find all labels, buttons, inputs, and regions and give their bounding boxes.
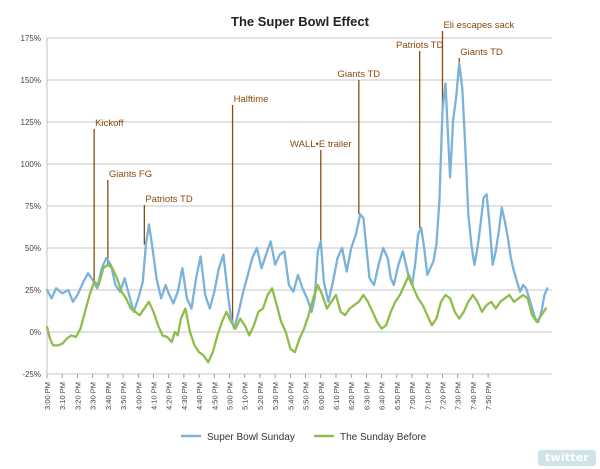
x-tick-label: 6:30 PM <box>362 382 371 410</box>
x-tick-label: 7:20 PM <box>438 382 447 410</box>
twitter-logo: twitter <box>538 450 596 466</box>
x-tick-label: 4:00 PM <box>134 382 143 410</box>
x-tick-label: 5:00 PM <box>226 382 235 410</box>
x-tick-label: 4:40 PM <box>195 382 204 410</box>
y-tick-label: 175% <box>21 34 41 43</box>
y-tick-label: 25% <box>25 286 41 295</box>
x-tick-label: 7:30 PM <box>454 382 463 410</box>
y-tick-label: 75% <box>25 202 41 211</box>
y-tick-label: 150% <box>21 76 41 85</box>
legend: Super Bowl Sunday The Sunday Before <box>181 432 427 443</box>
x-tick-label: 6:40 PM <box>378 382 387 410</box>
annotation-label: Patriots TD <box>396 40 443 51</box>
y-tick-label: 125% <box>21 118 41 127</box>
y-tick-label: 0% <box>29 328 41 337</box>
x-tick-label: 7:40 PM <box>469 382 478 410</box>
x-tick-label: 4:20 PM <box>165 382 174 410</box>
x-tick-label: 4:30 PM <box>180 382 189 410</box>
x-tick-label: 5:40 PM <box>286 382 295 410</box>
x-tick-label: 7:50 PM <box>484 382 493 410</box>
x-axis-ticks: 3:00 PM 3:10 PM 3:20 PM 3:30 PM 3:40 PM 3:50 … <box>43 374 493 410</box>
x-tick-label: 3:10 PM <box>58 382 67 410</box>
annotation-label: Giants FG <box>109 169 152 180</box>
series-lines <box>45 62 549 364</box>
y-tick-label: 50% <box>25 244 41 253</box>
x-tick-label: 6:00 PM <box>317 382 326 410</box>
x-tick-label: 4:10 PM <box>149 382 158 410</box>
annotation-label: Giants TD <box>338 69 381 80</box>
x-tick-label: 3:50 PM <box>119 382 128 410</box>
x-tick-label: 7:00 PM <box>408 382 417 410</box>
x-tick-label: 3:30 PM <box>89 382 98 410</box>
x-tick-label: 3:20 PM <box>73 382 82 410</box>
grid-lines <box>46 37 552 375</box>
series-line <box>45 263 548 364</box>
y-tick-label: -25% <box>22 370 41 379</box>
x-tick-label: 6:20 PM <box>347 382 356 410</box>
x-tick-label: 7:10 PM <box>423 382 432 410</box>
chart-title: The Super Bowl Effect <box>231 14 370 29</box>
x-tick-label: 5:20 PM <box>256 382 265 410</box>
x-tick-label: 3:00 PM <box>43 382 52 410</box>
x-tick-label: 5:50 PM <box>302 382 311 410</box>
annotation-labels: Kickoff Giants FG Patriots TD Halftime WALL•… <box>95 20 514 205</box>
x-tick-label: 5:10 PM <box>241 382 250 410</box>
annotation-label: Eli escapes sack <box>443 20 514 31</box>
series-line <box>45 62 549 330</box>
x-tick-label: 6:10 PM <box>332 382 341 410</box>
y-tick-label: 100% <box>21 160 41 169</box>
y-axis-ticks: -25% 0% 25% 50% 75% 100% 125% 150% 175% <box>21 34 41 379</box>
x-tick-label: 3:40 PM <box>104 382 113 410</box>
annotation-label: Halftime <box>234 94 269 105</box>
x-tick-label: 6:50 PM <box>393 382 402 410</box>
annotation-label: Kickoff <box>95 118 124 129</box>
annotation-label: Patriots TD <box>145 194 192 205</box>
legend-label: Super Bowl Sunday <box>207 432 295 443</box>
x-tick-label: 4:50 PM <box>210 382 219 410</box>
x-tick-label: 5:30 PM <box>271 382 280 410</box>
annotation-lines <box>93 31 460 324</box>
annotation-label: WALL•E trailer <box>290 139 352 150</box>
legend-label: The Sunday Before <box>340 432 427 443</box>
annotation-label: Giants TD <box>460 47 503 58</box>
